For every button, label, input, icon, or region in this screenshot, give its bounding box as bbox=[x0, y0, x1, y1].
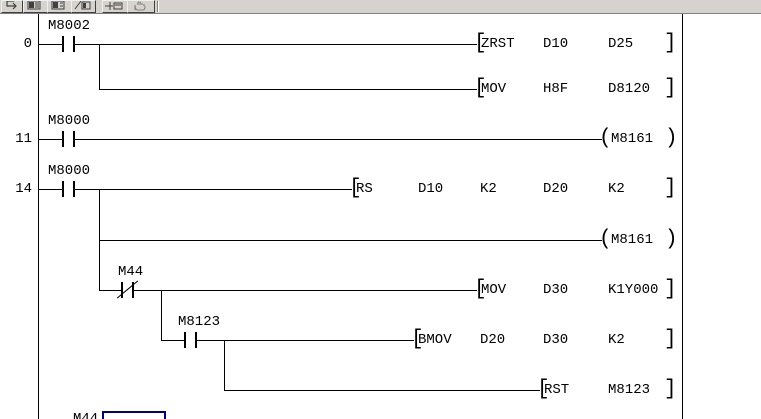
wire bbox=[99, 240, 602, 241]
contact-m8123[interactable] bbox=[184, 332, 186, 348]
instr-arg[interactable]: D8120 bbox=[608, 81, 651, 97]
instr-arg[interactable]: D25 bbox=[608, 36, 634, 52]
coil-m8161[interactable]: M8161 bbox=[611, 131, 654, 147]
instr-arg[interactable]: D10 bbox=[543, 36, 569, 52]
instr-arg[interactable]: K1Y000 bbox=[608, 282, 659, 298]
instr-op-bmov[interactable]: BMOV bbox=[418, 332, 452, 348]
instr-arg[interactable]: D30 bbox=[543, 282, 569, 298]
instr-arg[interactable]: D20 bbox=[480, 332, 506, 348]
instr-close-bracket: ] bbox=[664, 328, 677, 351]
contact-label-partial: M44 bbox=[73, 411, 99, 419]
wire bbox=[134, 290, 477, 291]
instr-op-mov[interactable]: MOV bbox=[481, 282, 507, 298]
contact-m8000[interactable] bbox=[62, 181, 64, 197]
instr-op-mov[interactable]: MOV bbox=[481, 81, 507, 97]
wire bbox=[161, 340, 184, 341]
branch-wire bbox=[224, 340, 225, 391]
instr-open-bracket: [ bbox=[411, 328, 424, 351]
coil-close-paren: ) bbox=[665, 228, 678, 251]
contact-m44[interactable] bbox=[121, 282, 123, 298]
instr-close-bracket: ] bbox=[664, 378, 677, 401]
instr-arg[interactable]: M8123 bbox=[608, 382, 651, 398]
instr-close-bracket: ] bbox=[664, 32, 677, 55]
instr-arg[interactable]: D20 bbox=[543, 181, 569, 197]
wire bbox=[38, 44, 62, 45]
contact-m8002[interactable] bbox=[73, 36, 75, 52]
toolbar bbox=[0, 0, 761, 14]
instr-arg[interactable]: H8F bbox=[543, 81, 569, 97]
instr-arg[interactable]: D30 bbox=[543, 332, 569, 348]
instr-close-bracket: ] bbox=[664, 177, 677, 200]
contact-m44[interactable] bbox=[132, 282, 134, 298]
toolbar-button-6[interactable] bbox=[127, 0, 155, 13]
contact-m8123[interactable] bbox=[195, 332, 197, 348]
coil-open-paren: ( bbox=[599, 228, 612, 251]
left-power-rail bbox=[38, 14, 39, 419]
toolbar-button-2[interactable] bbox=[23, 0, 48, 13]
contact-m8000[interactable] bbox=[73, 181, 75, 197]
toolbar-button-1[interactable] bbox=[1, 0, 23, 13]
step-number-14: 14 bbox=[15, 181, 32, 197]
instr-open-bracket: [ bbox=[474, 278, 487, 301]
wire bbox=[38, 139, 62, 140]
contact-label: M8000 bbox=[48, 163, 91, 179]
wire bbox=[75, 139, 602, 140]
wire bbox=[99, 89, 477, 90]
instr-op-zrst[interactable]: ZRST bbox=[481, 36, 515, 52]
wire bbox=[197, 340, 414, 341]
edit-cursor-selection-box bbox=[102, 411, 166, 419]
contact-label: M44 bbox=[118, 264, 144, 280]
contact-m8000[interactable] bbox=[62, 131, 64, 147]
step-number-0: 0 bbox=[23, 36, 32, 52]
instr-open-bracket: [ bbox=[537, 378, 550, 401]
toolbar-button-3[interactable] bbox=[47, 0, 72, 13]
coil-m8161[interactable]: M8161 bbox=[611, 232, 654, 248]
instr-open-bracket: [ bbox=[349, 177, 362, 200]
instr-arg[interactable]: K2 bbox=[608, 332, 625, 348]
branch-wire bbox=[161, 290, 162, 341]
step-number-11: 11 bbox=[15, 131, 32, 147]
toolbar-button-5[interactable] bbox=[102, 0, 128, 13]
contact-m8000[interactable] bbox=[73, 131, 75, 147]
wire bbox=[75, 44, 477, 45]
coil-open-paren: ( bbox=[599, 127, 612, 150]
instr-close-bracket: ] bbox=[664, 77, 677, 100]
wire bbox=[224, 390, 540, 391]
toolbar-button-4[interactable] bbox=[71, 0, 96, 13]
instr-op-rs[interactable]: RS bbox=[356, 181, 373, 197]
wire bbox=[75, 189, 352, 190]
instr-arg[interactable]: D10 bbox=[418, 181, 444, 197]
instr-close-bracket: ] bbox=[664, 278, 677, 301]
wire bbox=[99, 290, 121, 291]
instr-open-bracket: [ bbox=[474, 77, 487, 100]
instr-arg[interactable]: K2 bbox=[480, 181, 497, 197]
contact-label: M8123 bbox=[178, 314, 221, 330]
toolbar-separator bbox=[157, 1, 159, 12]
coil-close-paren: ) bbox=[665, 127, 678, 150]
branch-wire bbox=[99, 44, 100, 90]
instr-open-bracket: [ bbox=[474, 32, 487, 55]
instr-arg[interactable]: K2 bbox=[608, 181, 625, 197]
contact-label: M8000 bbox=[48, 113, 91, 129]
wire bbox=[38, 189, 62, 190]
contact-label: M8002 bbox=[48, 18, 91, 34]
right-power-rail bbox=[682, 14, 683, 419]
contact-m8002[interactable] bbox=[62, 36, 64, 52]
instr-op-rst[interactable]: RST bbox=[544, 382, 570, 398]
